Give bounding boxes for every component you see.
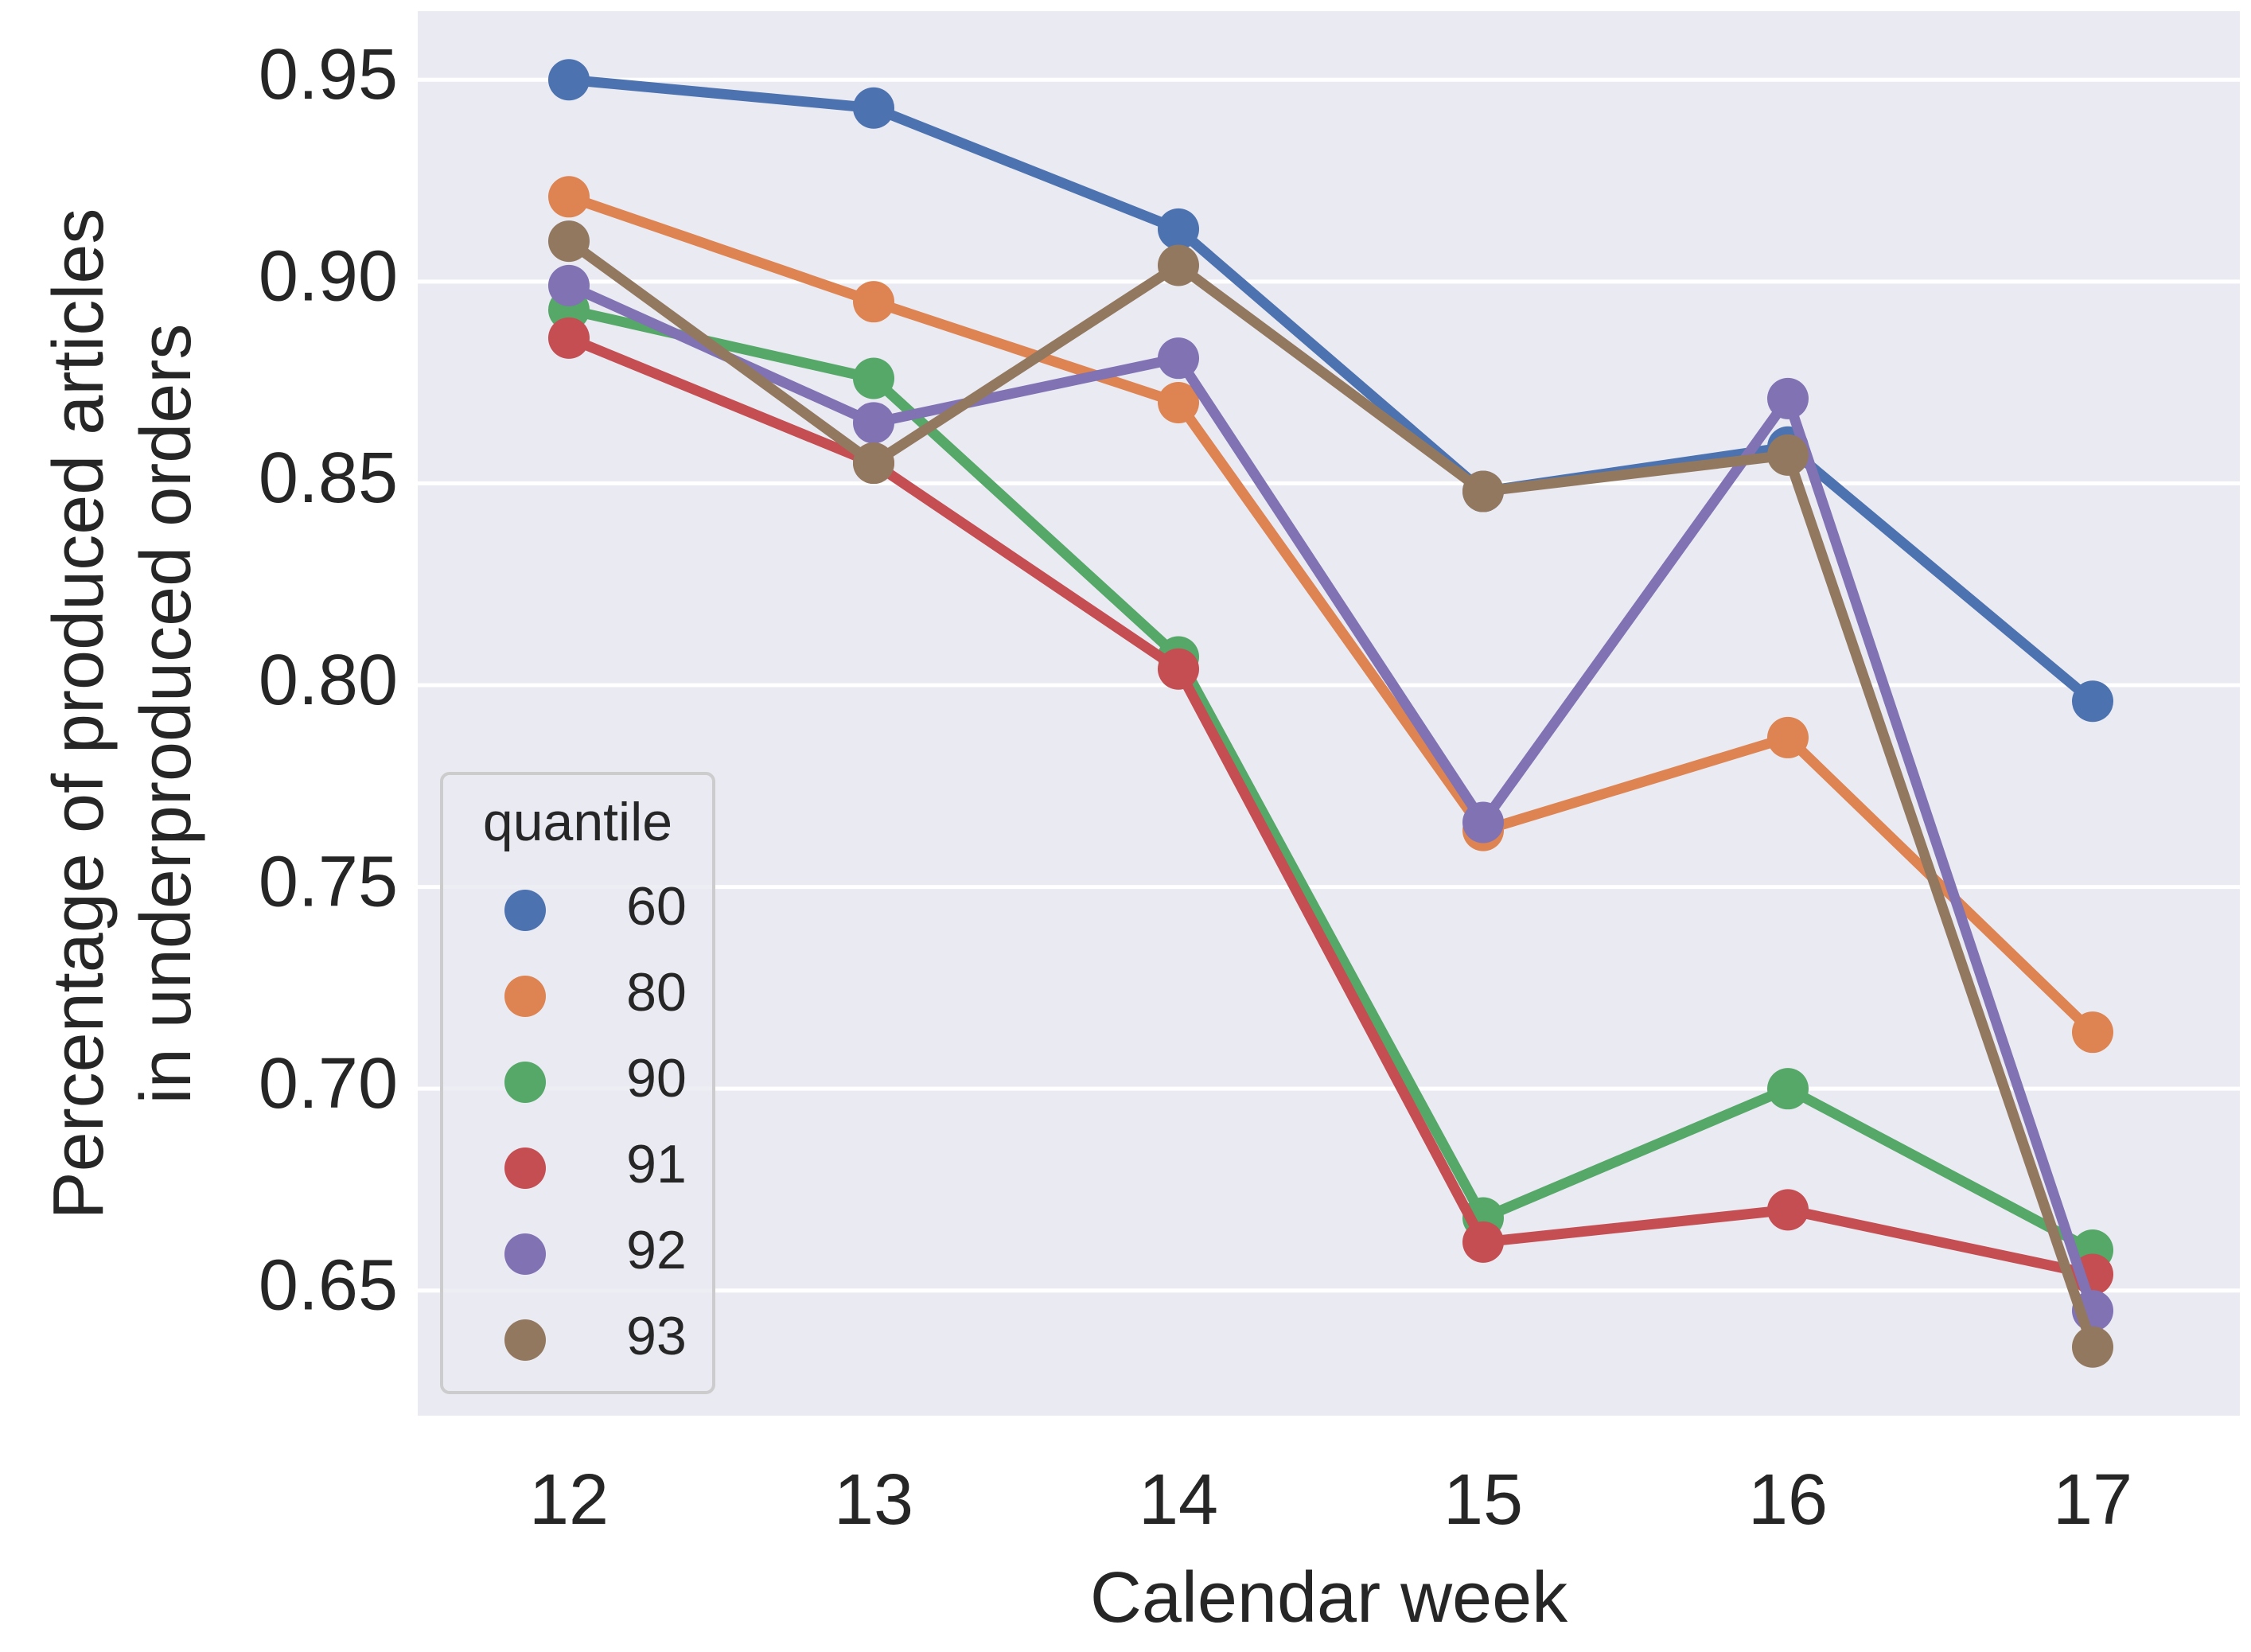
data-point xyxy=(1767,377,1809,419)
x-tick-labels: 12 13 14 15 16 17 xyxy=(529,1460,2132,1540)
x-tick-label: 16 xyxy=(1748,1460,1828,1540)
y-tick-label: 0.95 xyxy=(259,35,398,115)
data-point xyxy=(1158,381,1199,423)
x-axis-title: Calendar week xyxy=(1090,1558,1568,1638)
data-point xyxy=(1158,244,1199,286)
data-point xyxy=(548,59,590,101)
series-line xyxy=(563,236,2098,1353)
data-point xyxy=(548,220,590,263)
legend-marker xyxy=(504,890,546,931)
data-point xyxy=(1462,470,1504,512)
y-tick-labels: 0.65 0.70 0.75 0.80 0.85 0.90 0.95 xyxy=(259,35,398,1326)
x-tick-label: 13 xyxy=(834,1460,913,1540)
y-tick-label: 0.65 xyxy=(259,1246,398,1326)
data-point xyxy=(1767,1189,1809,1231)
legend-marker xyxy=(504,976,546,1017)
y-axis-title: Percentage of produced articles in under… xyxy=(39,208,206,1220)
data-point xyxy=(1462,1221,1504,1263)
series-line xyxy=(563,333,2098,1280)
data-point xyxy=(548,176,590,218)
x-tick-label: 12 xyxy=(529,1460,609,1540)
data-point xyxy=(2072,1326,2113,1368)
legend: quantile 60 80 90 91 92 93 xyxy=(440,772,715,1394)
data-point xyxy=(2072,680,2113,723)
legend-label: 80 xyxy=(626,962,687,1023)
data-point xyxy=(853,402,894,444)
legend-label: 91 xyxy=(626,1134,687,1194)
series-line xyxy=(563,304,2098,1256)
data-point xyxy=(1158,208,1199,250)
data-point xyxy=(1767,434,1809,476)
y-axis-title-line-2: in underproduced orders xyxy=(127,324,206,1105)
x-tick-label: 17 xyxy=(2053,1460,2132,1540)
data-point xyxy=(853,442,894,485)
data-point xyxy=(1158,648,1199,690)
y-axis-title-line-1: Percentage of produced articles xyxy=(39,208,119,1220)
series-line xyxy=(563,74,2098,707)
data-point xyxy=(853,281,894,323)
data-point xyxy=(1158,337,1199,380)
y-tick-label: 0.70 xyxy=(259,1044,398,1124)
legend-marker xyxy=(504,1319,546,1361)
data-point xyxy=(548,317,590,359)
data-point xyxy=(1767,716,1809,758)
y-tick-label: 0.85 xyxy=(259,438,398,518)
series-80 xyxy=(548,176,2113,1054)
legend-label: 60 xyxy=(626,876,687,937)
series-group xyxy=(548,59,2113,1368)
y-tick-label: 0.75 xyxy=(259,842,398,921)
legend-marker xyxy=(504,1147,546,1189)
y-tick-label: 0.80 xyxy=(259,641,398,720)
legend-label: 92 xyxy=(626,1220,687,1280)
data-point xyxy=(1462,801,1504,844)
series-line xyxy=(563,280,2098,1316)
legend-box xyxy=(440,772,715,1394)
series-93 xyxy=(548,220,2113,1368)
data-point xyxy=(853,87,894,129)
legend-marker xyxy=(504,1062,546,1103)
legend-label: 90 xyxy=(626,1048,687,1108)
data-point xyxy=(548,264,590,306)
y-tick-label: 0.90 xyxy=(259,237,398,317)
grid-lines xyxy=(418,77,2240,1293)
data-point xyxy=(1767,1068,1809,1110)
legend-title: quantile xyxy=(483,792,672,852)
data-point xyxy=(853,357,894,399)
legend-label: 93 xyxy=(626,1306,687,1366)
legend-marker xyxy=(504,1233,546,1275)
data-point xyxy=(2072,1011,2113,1054)
x-tick-label: 15 xyxy=(1443,1460,1523,1540)
x-tick-label: 14 xyxy=(1139,1460,1218,1540)
series-line xyxy=(563,191,2098,1038)
series-92 xyxy=(548,264,2113,1332)
